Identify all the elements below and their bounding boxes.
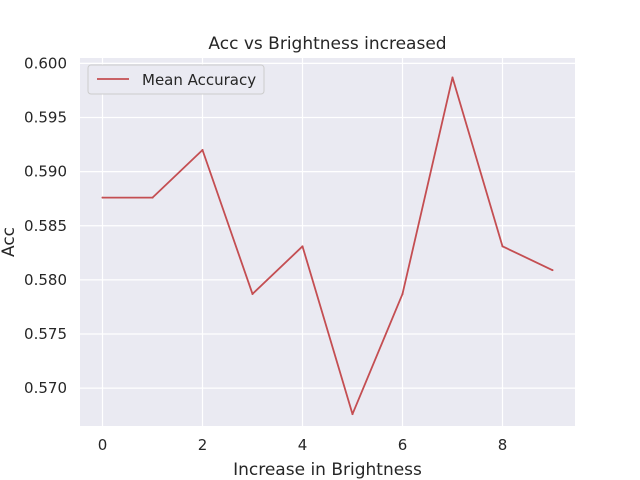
x-axis-label: Increase in Brightness — [233, 460, 422, 480]
chart-title: Acc vs Brightness increased — [208, 34, 446, 54]
x-tick-label: 6 — [398, 436, 408, 454]
data-point — [501, 245, 504, 248]
y-tick-label: 0.600 — [24, 54, 67, 72]
legend-label-mean-accuracy: Mean Accuracy — [142, 71, 256, 89]
data-point — [301, 245, 304, 248]
data-point — [101, 196, 104, 199]
x-tick-label: 2 — [198, 436, 208, 454]
data-point — [351, 413, 354, 416]
y-tick-label: 0.570 — [24, 379, 67, 397]
grid-lines — [80, 58, 575, 426]
plot-background — [80, 58, 575, 426]
y-tick-label: 0.580 — [24, 271, 67, 289]
data-point — [201, 149, 204, 151]
x-tick-label: 8 — [498, 436, 508, 454]
data-point — [551, 269, 554, 272]
y-tick-label: 0.590 — [24, 163, 67, 181]
data-point — [151, 196, 154, 199]
data-point — [451, 76, 454, 79]
x-tick-label: 0 — [98, 436, 108, 454]
y-axis-label: Acc — [0, 227, 19, 257]
series-layer — [101, 76, 554, 416]
legend: Mean Accuracy — [87, 64, 265, 95]
series-line-mean-accuracy — [102, 76, 553, 415]
data-point — [401, 292, 404, 295]
y-tick-label: 0.575 — [24, 325, 67, 343]
x-tick-label: 4 — [298, 436, 308, 454]
y-tick-label: 0.585 — [24, 217, 67, 235]
y-tick-label: 0.595 — [24, 109, 67, 127]
data-point — [251, 292, 254, 295]
legend-box — [87, 64, 265, 95]
tick-labels: 0 2 4 6 8 0.570 0.575 0.580 0.585 0.590 0.595 0.600 — [24, 54, 507, 454]
